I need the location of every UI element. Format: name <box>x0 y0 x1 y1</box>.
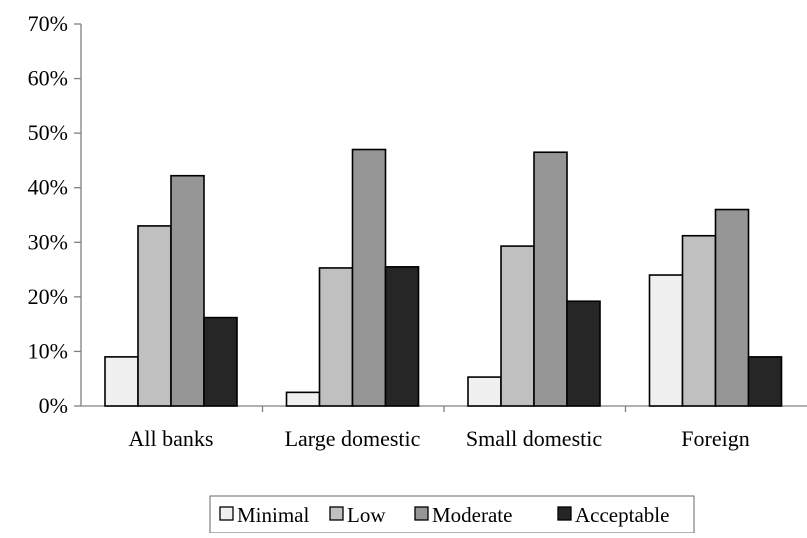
bar-moderate-large-domestic <box>351 148 387 407</box>
bar-minimal-large-domestic <box>285 391 321 407</box>
legend-box <box>209 495 695 534</box>
bar-minimal-foreign <box>648 274 684 407</box>
y-tick-label: 20% <box>28 284 68 309</box>
axis-labels: 0% 10% 20% 30% 40% 50% 60% 70% All banks Large do… <box>28 11 750 451</box>
bar-minimal-all-banks <box>104 356 139 407</box>
y-tick-label: 0% <box>39 393 68 418</box>
legend-label-acceptable: Acceptable <box>575 503 669 527</box>
bar-moderate-small-domestic <box>533 151 568 407</box>
legend: Minimal Low Moderate Acceptable <box>209 495 695 534</box>
bar-low-all-banks <box>137 225 172 407</box>
legend-swatch-low <box>329 506 344 521</box>
y-tick-label: 30% <box>28 229 68 254</box>
bar-low-foreign <box>681 234 717 407</box>
y-tick-label: 40% <box>28 175 68 200</box>
bar-acceptable-all-banks <box>203 316 238 407</box>
legend-label-low: Low <box>347 503 386 527</box>
y-tick-label: 70% <box>28 11 68 36</box>
legend-swatch-minimal <box>219 506 234 521</box>
x-category-label: Small domestic <box>466 426 603 451</box>
bars <box>104 148 783 407</box>
y-tick-label: 50% <box>28 120 68 145</box>
legend-swatch-acceptable <box>557 506 572 521</box>
x-category-label: Foreign <box>681 426 749 451</box>
bar-minimal-small-domestic <box>467 376 502 407</box>
bar-acceptable-foreign <box>747 356 783 407</box>
legend-label-moderate: Moderate <box>432 503 512 527</box>
y-tick-label: 10% <box>28 338 68 363</box>
bar-moderate-foreign <box>714 208 750 407</box>
legend-swatch-moderate <box>414 506 429 521</box>
bar-low-small-domestic <box>500 245 535 407</box>
bar-moderate-all-banks <box>170 174 205 407</box>
x-category-label: Large domestic <box>285 426 421 451</box>
bar-low-large-domestic <box>318 267 354 407</box>
y-tick-label: 60% <box>28 66 68 91</box>
legend-label-minimal: Minimal <box>237 503 309 527</box>
bar-acceptable-small-domestic <box>566 300 601 407</box>
x-category-label: All banks <box>129 426 214 451</box>
bar-acceptable-large-domestic <box>384 266 420 407</box>
